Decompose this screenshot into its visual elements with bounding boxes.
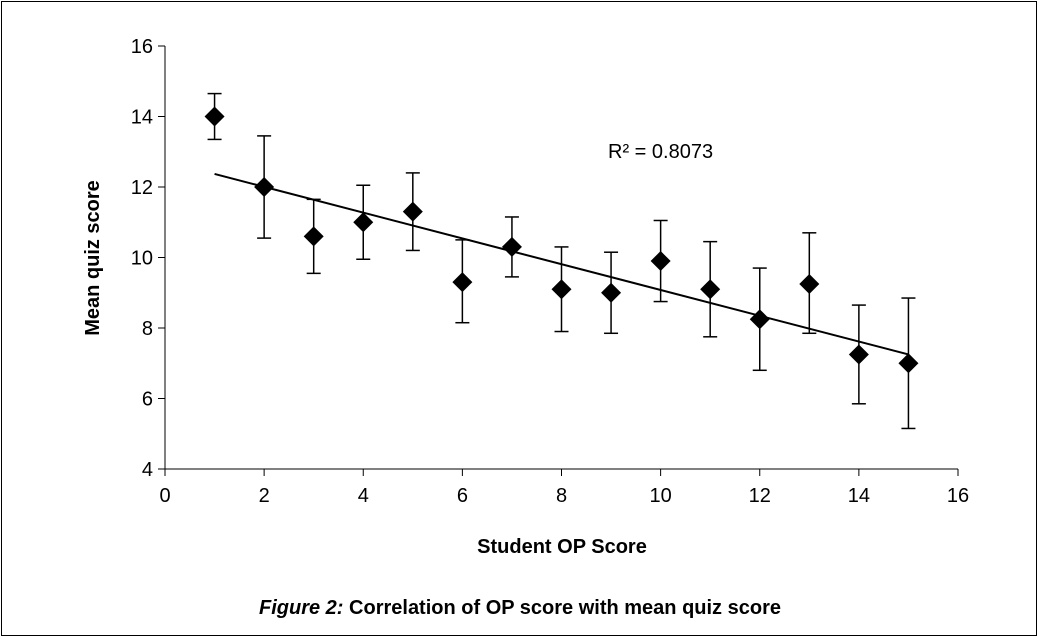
data-point bbox=[452, 272, 473, 293]
x-tick-label: 4 bbox=[358, 485, 369, 507]
data-point bbox=[254, 177, 275, 197]
y-tick-label: 12 bbox=[131, 177, 153, 199]
y-tick-label: 10 bbox=[131, 248, 153, 270]
scatter-chart: 4 6 8 10 12 14 16 0 2 4 6 8 10 12 14 16 R² = 0.8073 St… bbox=[82, 36, 969, 558]
x-tick-label: 12 bbox=[749, 485, 771, 507]
data-point bbox=[551, 279, 572, 300]
figure-caption-text: Correlation of OP score with mean quiz s… bbox=[349, 597, 781, 619]
x-tick-label: 8 bbox=[556, 485, 567, 507]
data-point bbox=[501, 236, 522, 257]
x-tick-label: 16 bbox=[947, 485, 969, 507]
r-squared-annotation: R² = 0.8073 bbox=[608, 141, 713, 163]
data-point bbox=[749, 309, 770, 330]
plot-area: 4 6 8 10 12 14 16 0 2 4 6 8 10 12 14 16 R² = 0.8073 bbox=[131, 36, 969, 507]
y-tick-label: 16 bbox=[131, 36, 153, 58]
x-tick-label: 2 bbox=[259, 485, 270, 507]
x-tick-label: 14 bbox=[848, 485, 870, 507]
data-point bbox=[204, 106, 225, 127]
data-point bbox=[799, 273, 820, 294]
y-axis-ticks: 4 6 8 10 12 14 16 bbox=[131, 36, 165, 481]
data-point bbox=[601, 282, 622, 303]
data-point bbox=[848, 344, 869, 365]
x-tick-label: 6 bbox=[457, 485, 468, 507]
data-point bbox=[402, 201, 423, 222]
y-tick-label: 4 bbox=[142, 459, 153, 481]
y-tick-label: 8 bbox=[142, 318, 153, 340]
y-axis-title: Mean quiz score bbox=[82, 180, 104, 336]
data-point bbox=[650, 251, 671, 272]
data-points bbox=[204, 106, 919, 374]
figure-caption-label: Figure 2: bbox=[259, 597, 344, 619]
error-bars bbox=[207, 92, 916, 430]
trendline bbox=[214, 172, 909, 356]
data-point bbox=[353, 212, 374, 233]
data-point bbox=[303, 226, 324, 247]
y-tick-label: 6 bbox=[142, 389, 153, 411]
y-tick-label: 14 bbox=[131, 107, 153, 129]
figure-caption: Figure 2: Correlation of OP score with m… bbox=[0, 597, 1040, 620]
x-axis-title: Student OP Score bbox=[477, 536, 647, 558]
data-point bbox=[700, 279, 721, 300]
data-point bbox=[898, 353, 919, 374]
x-tick-label: 0 bbox=[159, 485, 170, 507]
x-tick-label: 10 bbox=[650, 485, 672, 507]
x-axis-ticks: 0 2 4 6 8 10 12 14 16 bbox=[159, 469, 969, 507]
